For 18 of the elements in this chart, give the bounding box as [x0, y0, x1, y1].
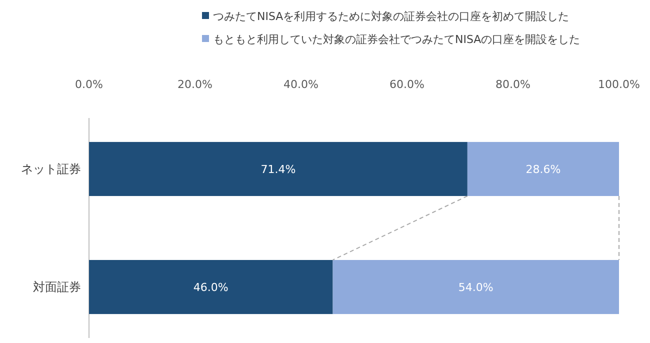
- x-tick-label: 40.0%: [284, 78, 318, 91]
- data-label: 54.0%: [458, 280, 494, 294]
- x-tick-label: 100.0%: [598, 78, 640, 91]
- bar: [332, 260, 619, 314]
- bar: [89, 142, 468, 196]
- bar: [89, 260, 333, 314]
- x-tick-label: 0.0%: [75, 78, 103, 91]
- y-tick-label: ネット証券: [21, 162, 81, 176]
- legend-label: もともと利用していた対象の証券会社でつみたてNISAの口座を開設をした: [213, 32, 580, 46]
- x-tick-label: 60.0%: [390, 78, 424, 91]
- bar: [467, 142, 619, 196]
- x-tick-label: 20.0%: [178, 78, 212, 91]
- y-tick-label: 対面証券: [33, 280, 81, 294]
- x-tick-label: 80.0%: [496, 78, 530, 91]
- data-label: 71.4%: [260, 162, 296, 176]
- data-label: 28.6%: [526, 162, 561, 176]
- data-label: 46.0%: [193, 280, 228, 294]
- legend-label: つみたてNISAを利用するために対象の証券会社の口座を初めて開設した: [213, 10, 570, 23]
